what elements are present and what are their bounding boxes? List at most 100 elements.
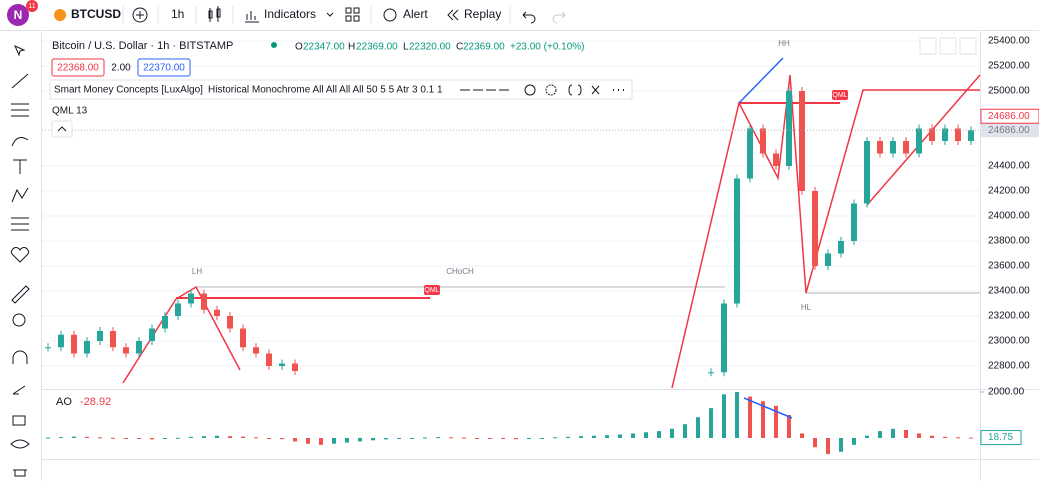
ao-bar	[345, 437, 349, 443]
y-tick-label: 24400.00	[988, 161, 1030, 172]
pattern-tool[interactable]	[11, 187, 29, 203]
change: +23.00 (+0.10%)	[510, 42, 585, 53]
candle	[214, 309, 220, 316]
candle	[747, 128, 753, 179]
ao-bar	[98, 437, 102, 439]
spread: 2.00	[111, 63, 131, 74]
settings-icon[interactable]	[545, 84, 557, 96]
compare-icon[interactable]	[132, 7, 148, 23]
interval[interactable]: 1h	[171, 7, 184, 21]
ao-bar	[865, 435, 869, 438]
candle	[929, 128, 935, 141]
candle	[292, 363, 298, 371]
source-icon[interactable]	[568, 84, 582, 96]
forecast-tool[interactable]	[11, 217, 29, 231]
annotation: QML	[832, 92, 847, 99]
indicator-legend[interactable]	[49, 79, 633, 100]
layout-icon[interactable]	[345, 7, 352, 14]
zoom-tool[interactable]	[12, 313, 26, 327]
ao-bar	[917, 433, 921, 438]
ao-bar	[150, 437, 154, 440]
brush-tool[interactable]	[11, 137, 29, 147]
indicators-button[interactable]: Indicators	[264, 7, 316, 21]
ao-bar	[189, 436, 193, 438]
text-tool[interactable]	[13, 159, 27, 174]
pane-maximize[interactable]	[959, 37, 977, 55]
ao-bar	[176, 437, 180, 439]
chart-type-icon[interactable]	[208, 6, 221, 22]
candle	[149, 328, 155, 341]
replay-button[interactable]: Replay	[464, 7, 501, 21]
candle	[279, 363, 285, 366]
o-label: O	[295, 42, 303, 53]
candle	[58, 334, 64, 348]
avatar[interactable]	[7, 4, 29, 26]
y-tick-label: 2000.00	[988, 387, 1025, 398]
oscillator-name: AO	[56, 396, 72, 408]
c-value: 22369.00	[463, 42, 505, 53]
ao-bar	[852, 437, 856, 445]
l-value: 22320.00	[409, 42, 451, 53]
bid-box[interactable]	[51, 58, 105, 77]
redo[interactable]	[552, 11, 566, 24]
candle	[786, 91, 792, 166]
layout-icon	[353, 7, 360, 14]
symbol[interactable]: BTCUSD	[71, 7, 121, 21]
cursor-tool[interactable]	[14, 45, 26, 57]
remove-icon[interactable]	[591, 85, 600, 95]
annotation: HL	[801, 303, 812, 312]
caret[interactable]	[326, 12, 334, 17]
alert-button[interactable]: Alert	[403, 7, 428, 21]
candle	[162, 316, 168, 329]
magnet-tool[interactable]	[12, 350, 28, 364]
trend-line	[738, 57, 784, 104]
y-tick-label: 23600.00	[988, 261, 1030, 272]
ask-box[interactable]	[137, 58, 191, 77]
candle	[188, 293, 194, 304]
left-toolbar	[10, 45, 30, 477]
ao-bar	[930, 435, 934, 438]
ao-bar	[709, 408, 713, 438]
ao-bar	[241, 436, 245, 438]
qml-tag	[832, 90, 848, 100]
fib-tool[interactable]	[11, 103, 29, 117]
oscillator-value: -28.92	[80, 396, 111, 408]
lock-tool[interactable]	[12, 415, 26, 426]
ao-bar	[787, 414, 791, 438]
ao-bar	[124, 437, 128, 439]
ao-bar	[72, 436, 76, 438]
ao-bar	[956, 437, 960, 439]
ao-bar	[423, 437, 427, 439]
candle	[110, 331, 116, 348]
pane-close[interactable]	[939, 37, 957, 55]
stay-drawing[interactable]	[12, 385, 26, 395]
eye-icon[interactable]	[524, 84, 536, 96]
collapse-button[interactable]	[51, 120, 73, 138]
trendline-tool[interactable]	[11, 73, 29, 89]
ao-bar	[228, 436, 232, 438]
candle	[175, 303, 181, 316]
candle	[799, 91, 805, 191]
candle	[942, 128, 948, 141]
y-tick-label: 23400.00	[988, 286, 1030, 297]
qml-tag	[424, 285, 440, 295]
icons-tool[interactable]	[11, 247, 29, 263]
ao-bar	[605, 435, 609, 438]
candle	[812, 191, 818, 266]
ao-bar	[670, 428, 674, 438]
y-tick-label: 22800.00	[988, 361, 1030, 372]
ao-bar	[358, 437, 362, 442]
ao-bar	[488, 437, 492, 439]
hide-tool[interactable]	[10, 439, 30, 449]
ao-bar	[826, 437, 830, 455]
y-tick-label: 25000.00	[988, 86, 1030, 97]
ao-bar	[449, 437, 453, 439]
undo[interactable]	[522, 11, 536, 24]
candle	[838, 241, 844, 254]
pane-down[interactable]	[919, 37, 937, 55]
indicator-params: Historical Monochrome All All All All 50…	[208, 85, 443, 96]
measure-tool[interactable]	[11, 285, 30, 304]
ao-bar	[436, 437, 440, 439]
trash-tool[interactable]	[13, 469, 27, 477]
